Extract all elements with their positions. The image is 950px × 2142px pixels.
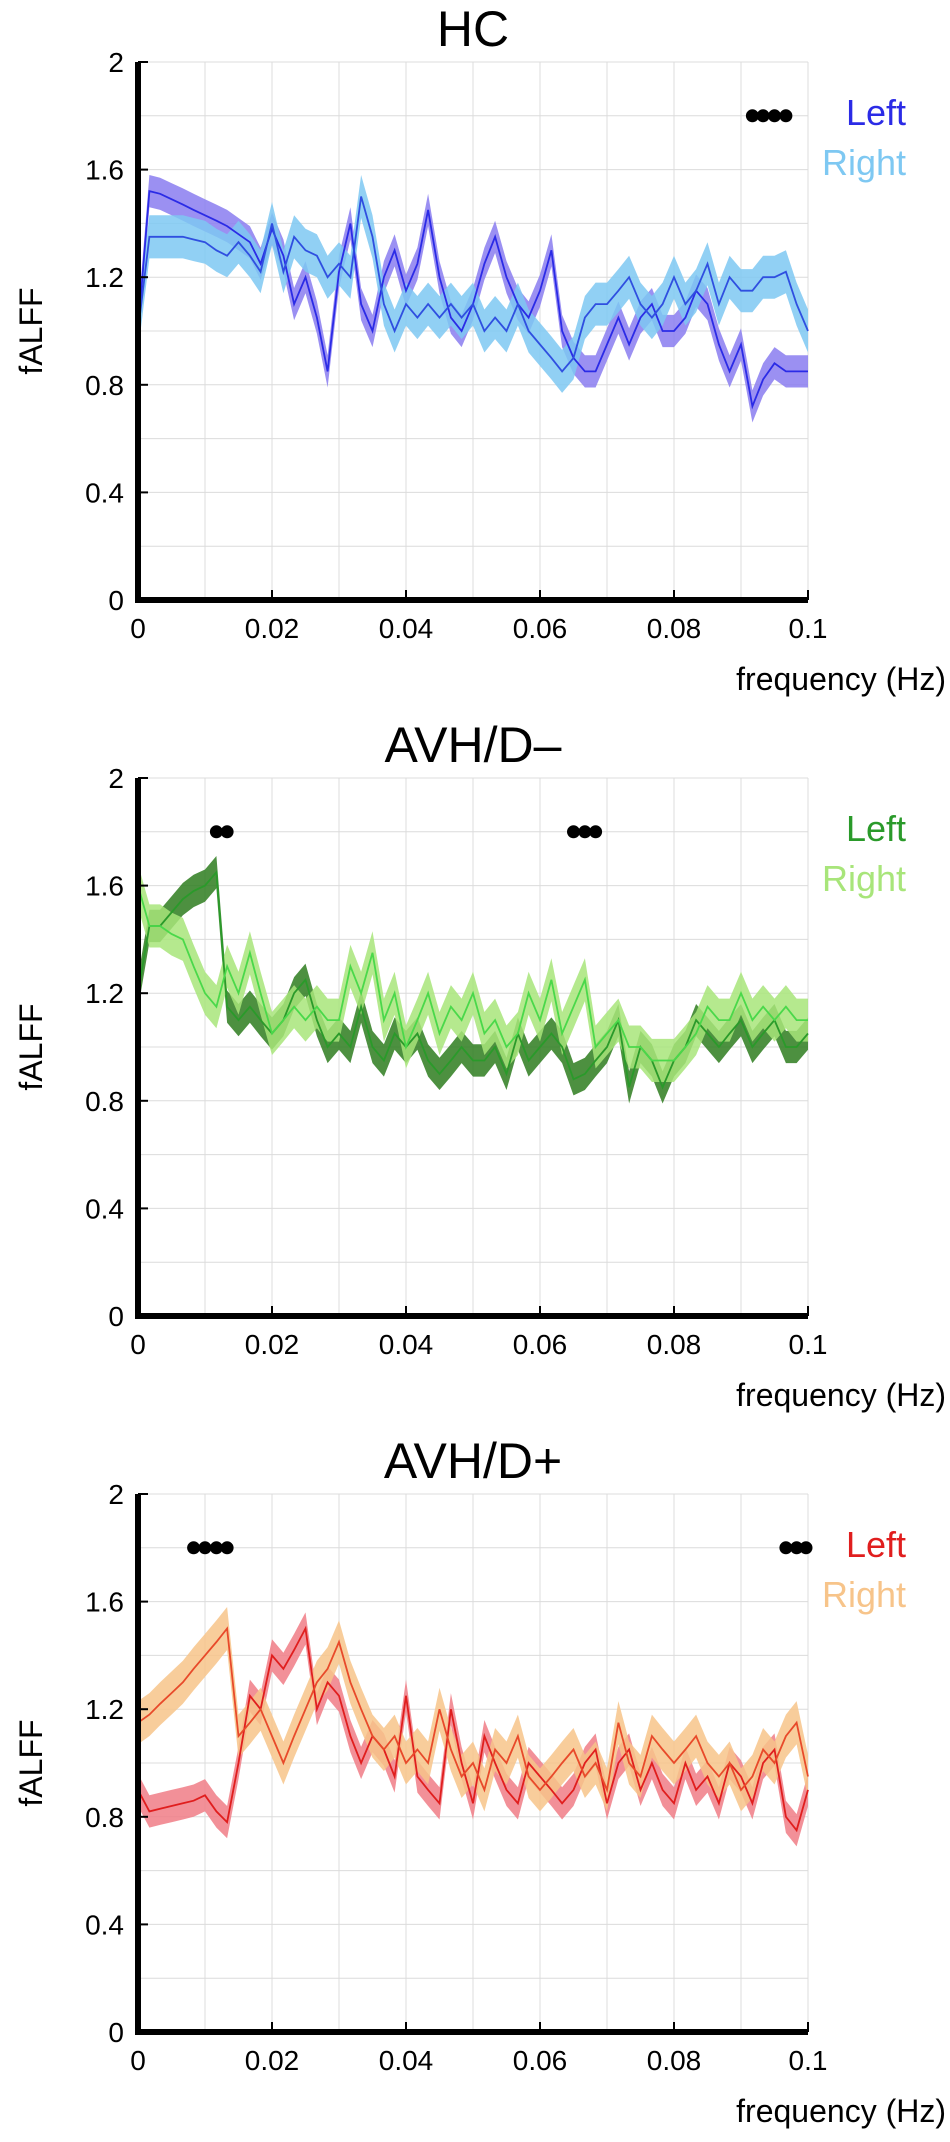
significance-dot: [768, 109, 781, 123]
y-tick-label: 0: [108, 585, 124, 616]
significance-dot: [209, 825, 223, 839]
panel-1: AVH/D– 0 0.4 0.8 1.2 1.6 2 0 0.02 0.04 0.06 0.08 0.1…: [13, 717, 946, 1413]
y-tick-label: 0: [108, 2017, 124, 2048]
x-tick-label: 0.02: [245, 613, 300, 644]
legend-left: Left: [846, 1524, 906, 1565]
x-axis-label: frequency (Hz): [736, 2093, 946, 2129]
significance-dot: [567, 825, 580, 839]
significance-dot: [756, 109, 770, 123]
y-tick-label: 1.6: [85, 871, 124, 902]
y-tick-label: 1.2: [85, 1694, 124, 1725]
panel-2: AVH/D+ 0 0.4 0.8 1.2 1.6 2 0 0.02 0.04 0.06 0.08 0.1…: [13, 1433, 946, 2129]
y-tick-label: 1.6: [85, 155, 124, 186]
x-tick-label: 0.08: [647, 613, 702, 644]
grid: [138, 61, 809, 600]
y-tick-label: 0.4: [85, 1909, 124, 1940]
y-tick-label: 0.8: [85, 1802, 124, 1833]
chart-title: AVH/D–: [385, 717, 562, 773]
x-tick-label: 0.06: [513, 1329, 568, 1360]
x-tick-label: 0.1: [789, 2045, 828, 2076]
y-tick-label: 0: [108, 1301, 124, 1332]
x-tick-label: 0.04: [379, 613, 434, 644]
y-tick-label: 1.2: [85, 978, 124, 1009]
y-axis-label: fALFF: [13, 1003, 49, 1090]
x-tick-label: 0: [130, 2045, 146, 2076]
legend-right: Right: [822, 858, 906, 899]
series-line-left: [137, 1625, 809, 1833]
y-axis-label: fALFF: [13, 287, 49, 374]
series-line-right: [137, 1626, 809, 1794]
legend-left: Left: [846, 92, 906, 133]
legend-right: Right: [822, 1574, 906, 1615]
x-tick-label: 0.06: [513, 613, 568, 644]
x-axis-label: frequency (Hz): [736, 661, 946, 697]
x-tick-label: 0.08: [647, 2045, 702, 2076]
series-line-left: [137, 869, 809, 1090]
x-tick-label: 0.1: [789, 613, 828, 644]
chart-title: HC: [437, 1, 509, 57]
y-tick-label: 2: [108, 1479, 124, 1510]
significance-dot: [198, 1541, 212, 1555]
y-tick-label: 0.4: [85, 477, 124, 508]
x-tick-label: 0.1: [789, 1329, 828, 1360]
x-tick-label: 0.04: [379, 1329, 434, 1360]
x-tick-label: 0.06: [513, 2045, 568, 2076]
x-tick-label: 0.04: [379, 2045, 434, 2076]
grid: [138, 1493, 809, 2032]
series-line-right: [137, 885, 808, 1062]
significance-dot: [209, 1541, 223, 1555]
series-band-right: [138, 175, 808, 393]
significance-dot: [187, 1541, 201, 1555]
y-tick-label: 1.6: [85, 1587, 124, 1618]
significance-dot: [779, 109, 793, 123]
y-tick-label: 1.2: [85, 262, 124, 293]
chart-title: AVH/D+: [384, 1433, 562, 1489]
panel-0: HC 0 0.4 0.8 1.2 1.6 2 0 0.02 0.04 0.06 0.08 0.1 freq…: [13, 1, 946, 697]
significance-dot: [589, 825, 603, 839]
significance-dot: [220, 1541, 234, 1555]
legend-left: Left: [846, 808, 906, 849]
series-band-right: [138, 1607, 808, 1812]
y-tick-label: 2: [108, 47, 124, 78]
significance-dot: [578, 825, 592, 839]
x-tick-label: 0: [130, 1329, 146, 1360]
x-tick-label: 0.08: [647, 1329, 702, 1360]
series-line-right: [137, 196, 809, 373]
significance-dot: [745, 109, 759, 123]
y-tick-label: 2: [108, 763, 124, 794]
significance-dot: [779, 1541, 793, 1555]
y-tick-label: 0.8: [85, 370, 124, 401]
x-tick-label: 0.02: [245, 2045, 300, 2076]
significance-dot: [220, 825, 234, 839]
x-tick-label: 0.02: [245, 1329, 300, 1360]
y-axis-label: fALFF: [13, 1719, 49, 1806]
y-tick-label: 0.8: [85, 1086, 124, 1117]
legend-right: Right: [822, 142, 906, 183]
significance-dot: [790, 1541, 804, 1555]
x-tick-label: 0: [130, 613, 146, 644]
x-axis-label: frequency (Hz): [736, 1377, 946, 1413]
y-tick-label: 0.4: [85, 1193, 124, 1224]
series-band-right: [138, 864, 808, 1082]
significance-dot: [799, 1541, 813, 1555]
